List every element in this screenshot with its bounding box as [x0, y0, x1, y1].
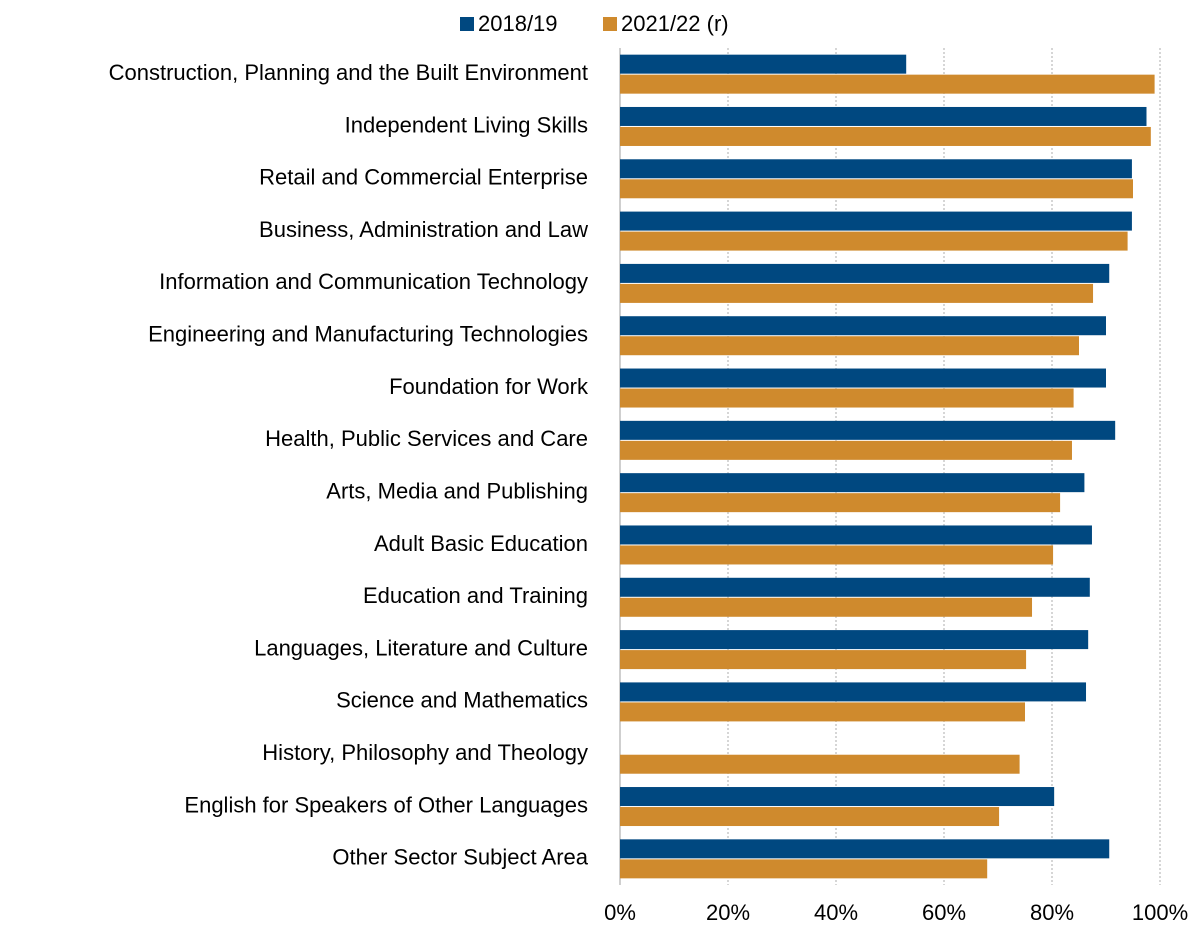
- bar: [620, 597, 1033, 617]
- bar: [620, 682, 1087, 702]
- bar: [620, 336, 1079, 356]
- y-tick-label: Foundation for Work: [389, 374, 589, 399]
- legend-swatch: [603, 17, 617, 31]
- y-tick-label: Engineering and Manufacturing Technologi…: [148, 322, 588, 347]
- bar: [620, 807, 1000, 827]
- bar: [620, 420, 1116, 440]
- y-tick-label: Business, Administration and Law: [259, 217, 588, 242]
- y-tick-label: English for Speakers of Other Languages: [184, 792, 588, 817]
- bar: [620, 231, 1128, 251]
- y-tick-label: Science and Mathematics: [336, 688, 588, 713]
- bar: [620, 106, 1147, 126]
- x-tick-label: 0%: [604, 900, 636, 925]
- bar: [620, 577, 1090, 597]
- bar: [620, 440, 1072, 460]
- bar: [620, 630, 1089, 650]
- y-tick-label: Arts, Media and Publishing: [326, 478, 588, 503]
- bar: [620, 316, 1106, 336]
- x-tick-label: 60%: [922, 900, 966, 925]
- y-tick-label: Languages, Literature and Culture: [254, 635, 588, 660]
- bar: [620, 179, 1133, 199]
- x-tick-label: 100%: [1132, 900, 1188, 925]
- bar: [620, 859, 988, 879]
- bar: [620, 54, 907, 74]
- y-tick-label: Adult Basic Education: [374, 531, 588, 556]
- bar: [620, 473, 1085, 493]
- y-tick-label: Information and Communication Technology: [159, 269, 588, 294]
- bar: [620, 650, 1027, 670]
- y-tick-label: Independent Living Skills: [345, 112, 588, 137]
- y-tick-label: Health, Public Services and Care: [265, 426, 588, 451]
- legend-label: 2018/19: [478, 11, 558, 36]
- legend-label: 2021/22 (r): [621, 11, 729, 36]
- x-tick-label: 40%: [814, 900, 858, 925]
- bar: [620, 787, 1055, 807]
- bar: [620, 159, 1132, 179]
- bar: [620, 388, 1074, 408]
- bar: [620, 545, 1054, 565]
- bar: [620, 74, 1155, 94]
- bar: [620, 211, 1132, 231]
- bar: [620, 493, 1061, 513]
- y-tick-label: History, Philosophy and Theology: [262, 740, 588, 765]
- x-tick-label: 20%: [706, 900, 750, 925]
- bar: [620, 126, 1151, 146]
- bar: [620, 839, 1110, 859]
- bar: [620, 702, 1025, 722]
- legend-swatch: [460, 17, 474, 31]
- y-tick-label: Education and Training: [363, 583, 588, 608]
- bar: [620, 283, 1094, 303]
- x-tick-label: 80%: [1030, 900, 1074, 925]
- y-tick-label: Other Sector Subject Area: [332, 845, 588, 870]
- y-tick-label: Construction, Planning and the Built Env…: [109, 60, 588, 85]
- bar: [620, 525, 1092, 545]
- y-tick-label: Retail and Commercial Enterprise: [259, 165, 588, 190]
- bar: [620, 754, 1020, 774]
- bar: [620, 263, 1110, 283]
- bar: [620, 368, 1106, 388]
